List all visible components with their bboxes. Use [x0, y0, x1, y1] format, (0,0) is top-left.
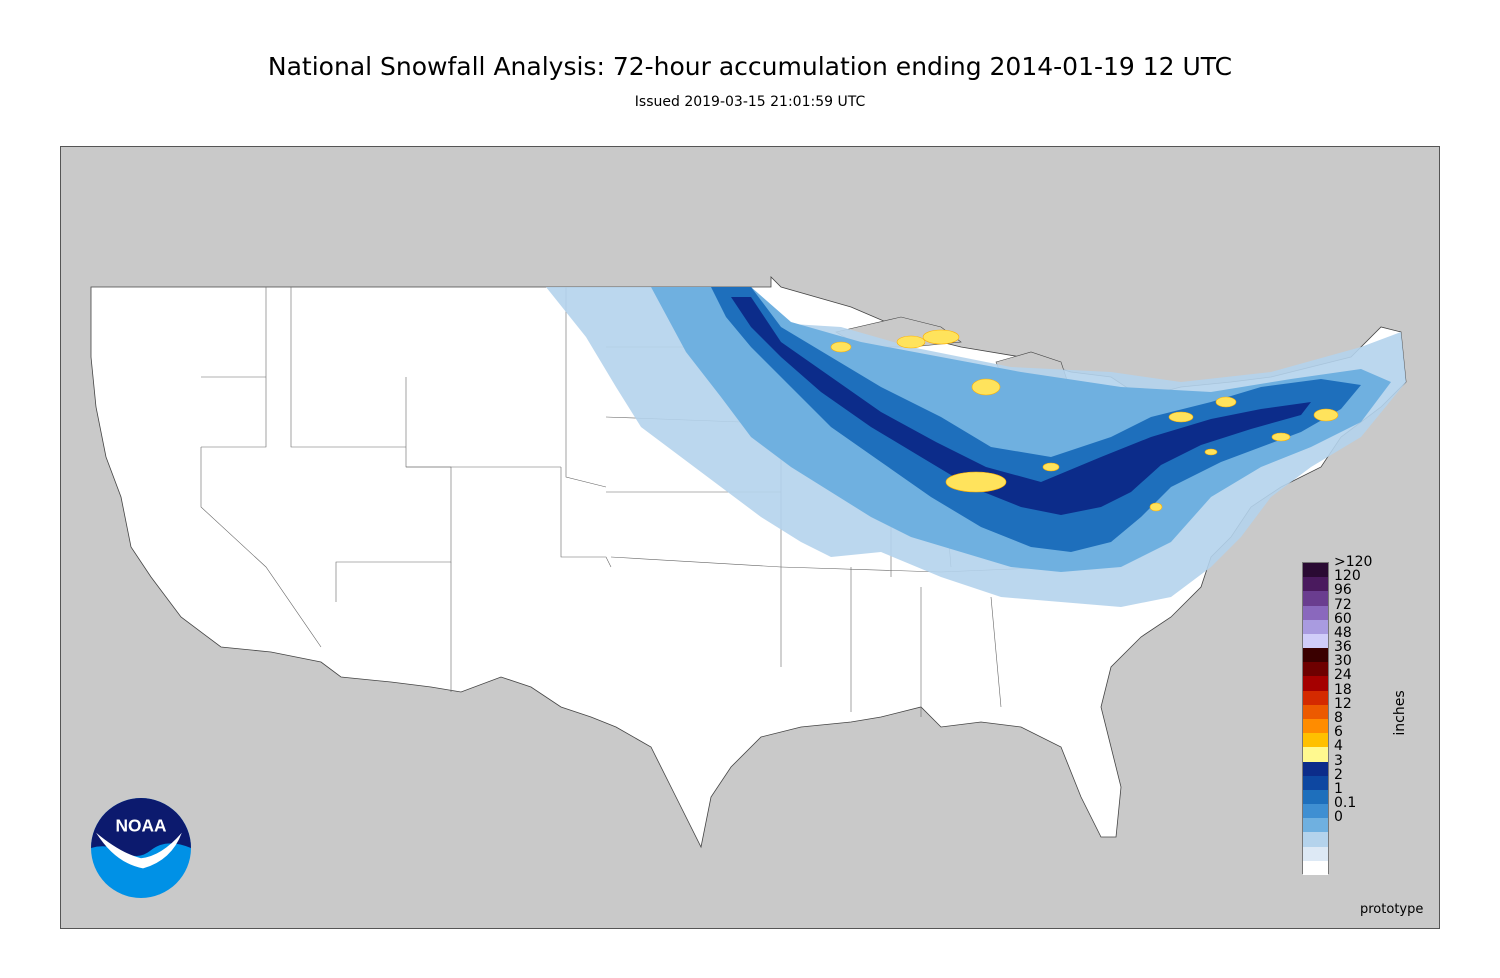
snow-band-deep: [731, 297, 1311, 515]
legend-label: 96: [1334, 582, 1352, 599]
legend-label: 30: [1334, 653, 1352, 670]
noaa-logo-text: NOAA: [115, 816, 167, 836]
legend-swatch: [1303, 563, 1328, 578]
legend-swatch: [1303, 633, 1328, 649]
legend-swatch: [1303, 747, 1328, 763]
legend-label: 8: [1334, 710, 1343, 726]
map-title: National Snowfall Analysis: 72-hour accu…: [267, 52, 1233, 81]
legend-units: inches: [1392, 690, 1408, 736]
legend-swatch: [1303, 846, 1328, 862]
snow-band-mid: [651, 287, 1391, 572]
legend-label: 36: [1334, 639, 1352, 656]
legend-swatch: [1303, 662, 1328, 677]
legend-swatch: [1303, 804, 1328, 819]
legend-swatch: [1303, 733, 1328, 748]
legend-swatch: [1303, 676, 1328, 692]
legend-colorbar: [1302, 562, 1329, 876]
legend-swatch: [1303, 648, 1328, 663]
legend-swatch: [1303, 775, 1328, 791]
legend-label: >120: [1334, 554, 1373, 570]
legend-label: 18: [1334, 681, 1352, 698]
legend-swatch: [1303, 619, 1328, 635]
legend-label: 1: [1334, 780, 1343, 797]
legend-label: 2: [1334, 766, 1343, 783]
legend-swatch: [1303, 789, 1328, 805]
snow-max-pockets: [830, 329, 1339, 512]
legend-label: 12: [1334, 695, 1352, 712]
map-canvas: [90, 276, 1407, 849]
legend-swatch: [1303, 704, 1328, 720]
legend-label: 3: [1334, 752, 1343, 769]
issued-timestamp: Issued 2019-03-15 21:01:59 UTC: [634, 94, 866, 110]
legend-label: 24: [1334, 667, 1352, 684]
snowfall-map: [60, 146, 1440, 929]
prototype-watermark: prototype: [1360, 902, 1424, 917]
legend-swatch: [1303, 577, 1328, 592]
noaa-logo: NOAA: [91, 798, 191, 898]
legend-swatch: [1303, 605, 1328, 621]
legend-label: 0.1: [1334, 795, 1357, 812]
legend-swatch: [1303, 818, 1328, 833]
legend-swatch: [1303, 690, 1328, 706]
legend-swatch: [1303, 761, 1328, 777]
legend-swatch: [1303, 719, 1328, 734]
legend-label: 48: [1334, 624, 1352, 641]
legend-label: 120: [1334, 568, 1361, 585]
legend-swatch: [1303, 832, 1328, 848]
legend-label: 4: [1334, 738, 1343, 755]
legend-swatch: [1303, 591, 1328, 607]
legend-swatch: [1303, 860, 1328, 876]
legend-label: 60: [1334, 610, 1352, 627]
legend-label: 6: [1334, 724, 1343, 741]
legend-label: 72: [1334, 596, 1352, 613]
legend-label: 0: [1334, 809, 1343, 826]
